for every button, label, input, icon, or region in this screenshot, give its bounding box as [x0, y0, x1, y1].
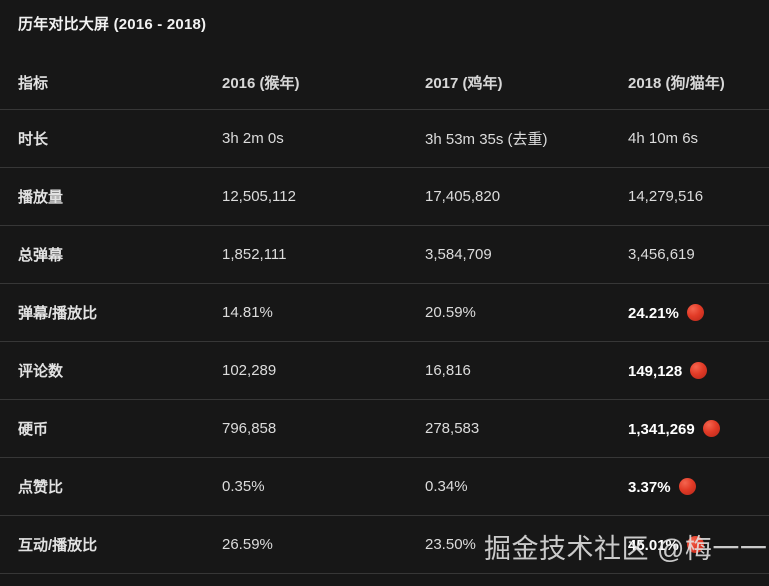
red-circle-icon — [686, 303, 704, 321]
row-label: 弹幕/播放比 — [18, 305, 98, 322]
table-row: 播放量 12,505,112 17,405,820 14,279,516 — [0, 168, 769, 226]
value-2016: 0.35% — [222, 478, 265, 495]
table-row: 互动/播放比 26.59% 23.50% 45.01% — [0, 516, 769, 574]
value-2016: 796,858 — [222, 420, 277, 437]
value-2016: 1,852,111 — [222, 246, 287, 263]
value-2018: 24.21% — [628, 303, 769, 322]
value-2016: 14.81% — [222, 304, 273, 321]
value-2016: 3h 2m 0s — [222, 130, 284, 147]
value-2016: 26.59% — [222, 536, 273, 553]
value-2017: 3h 53m 35s (去重) — [425, 131, 548, 148]
value-2016: 12,505,112 — [222, 188, 296, 205]
red-circle-icon — [702, 419, 720, 437]
column-header-2016: 2016 (猴年) — [222, 74, 300, 92]
column-header-2017: 2017 (鸡年) — [425, 74, 503, 92]
value-2018: 14,279,516 — [628, 188, 704, 205]
comparison-table: 指标 2016 (猴年) 2017 (鸡年) 2018 (狗/猫年) 时长 3h… — [0, 55, 769, 574]
table-row: 时长 3h 2m 0s 3h 53m 35s (去重) 4h 10m 6s — [0, 110, 769, 168]
column-header-2018: 2018 (狗/猫年) — [628, 74, 725, 92]
column-header-indicator: 指标 — [18, 74, 49, 92]
row-label: 总弹幕 — [18, 247, 64, 264]
red-circle-icon — [686, 535, 704, 553]
value-2017: 0.34% — [425, 478, 468, 495]
row-label: 硬币 — [18, 421, 49, 438]
table-row: 评论数 102,289 16,816 149,128 — [0, 342, 769, 400]
value-2018: 45.01% — [628, 535, 769, 554]
value-2018: 1,341,269 — [628, 419, 769, 438]
value-2017: 23.50% — [425, 536, 476, 553]
value-2017: 20.59% — [425, 304, 476, 321]
value-2017: 16,816 — [425, 362, 471, 379]
row-label: 点赞比 — [18, 479, 64, 496]
value-2016: 102,289 — [222, 362, 277, 379]
table-row: 硬币 796,858 278,583 1,341,269 — [0, 400, 769, 458]
value-2018: 149,128 — [628, 361, 769, 380]
value-2018: 3.37% — [628, 477, 769, 496]
row-label: 播放量 — [18, 189, 64, 206]
value-2017: 278,583 — [425, 420, 480, 437]
row-label: 时长 — [18, 131, 49, 148]
value-2018: 4h 10m 6s — [628, 130, 699, 147]
table-row: 点赞比 0.35% 0.34% 3.37% — [0, 458, 769, 516]
value-2017: 17,405,820 — [425, 188, 501, 205]
red-circle-icon — [678, 477, 696, 495]
value-2018: 3,456,619 — [628, 246, 695, 263]
page-title: 历年对比大屏 (2016 - 2018) — [18, 16, 207, 33]
table-header-row: 指标 2016 (猴年) 2017 (鸡年) 2018 (狗/猫年) — [0, 55, 769, 110]
table-row: 总弹幕 1,852,111 3,584,709 3,456,619 — [0, 226, 769, 284]
row-label: 互动/播放比 — [18, 537, 98, 554]
red-circle-icon — [690, 361, 708, 379]
row-label: 评论数 — [18, 363, 64, 380]
table-body: 时长 3h 2m 0s 3h 53m 35s (去重) 4h 10m 6s 播放… — [0, 110, 769, 574]
value-2017: 3,584,709 — [425, 246, 492, 263]
table-row: 弹幕/播放比 14.81% 20.59% 24.21% — [0, 284, 769, 342]
